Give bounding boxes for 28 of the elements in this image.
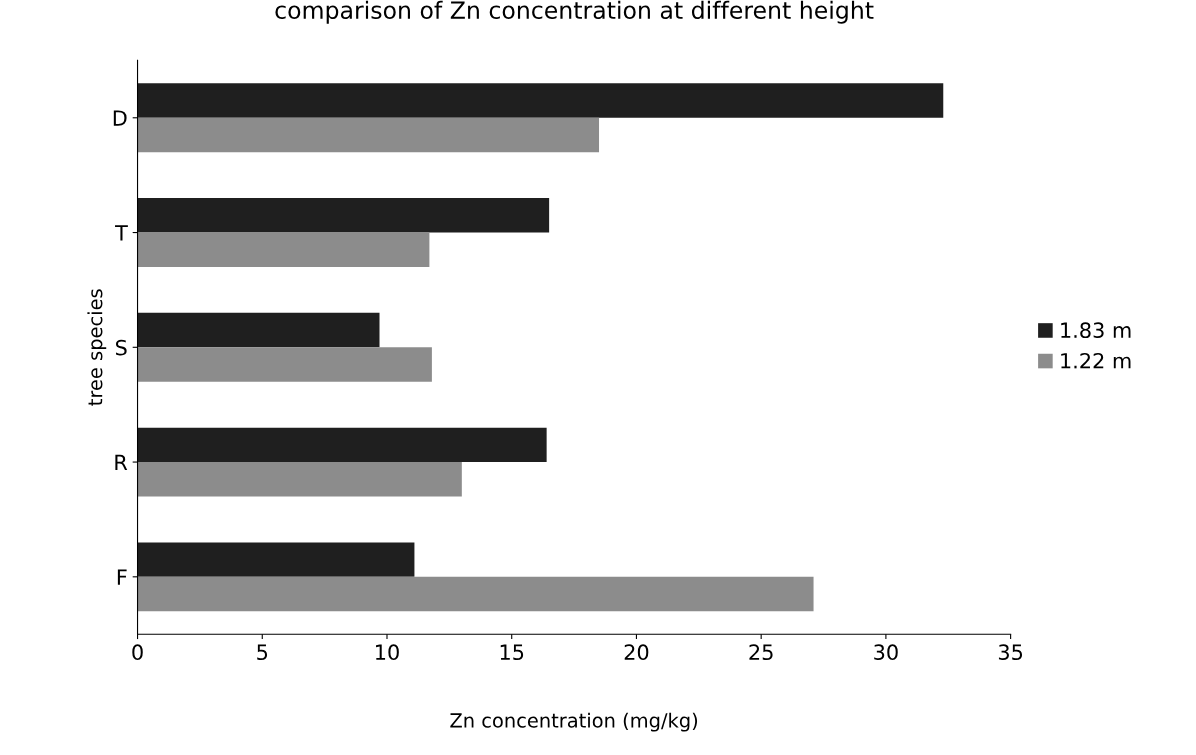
bar [137,462,462,497]
x-tick-label: 25 [749,644,773,661]
bar [137,83,944,118]
legend-label: 1.83 m [1061,322,1131,339]
x-tick-label: 35 [998,644,1023,661]
legend-label: 1.22 m [1061,352,1131,369]
x-tick-label: 5 [257,644,268,661]
x-axis-title: Zn concentration (mg/kg) [450,712,698,732]
bar [137,427,547,463]
y-tick-label: R [115,454,128,470]
x-tick-label: 10 [376,644,399,661]
y-tick-label: F [117,569,127,585]
y-axis-title: tree species [87,289,107,406]
y-tick-label: S [115,339,127,356]
bar [137,542,415,577]
x-tick-label: 30 [874,644,898,661]
x-tick-label: 20 [624,644,649,661]
x-tick-label: 15 [500,644,524,661]
chart-title: comparison of Zn concentration at different height [275,0,874,24]
bar [137,232,430,267]
y-tick-label: D [113,110,127,126]
bar [137,347,432,382]
bar [137,576,814,612]
x-tick-label: 0 [132,644,143,661]
y-tick-label: T [115,225,128,241]
bar [137,312,380,348]
bar [137,117,600,153]
bar [137,198,550,233]
